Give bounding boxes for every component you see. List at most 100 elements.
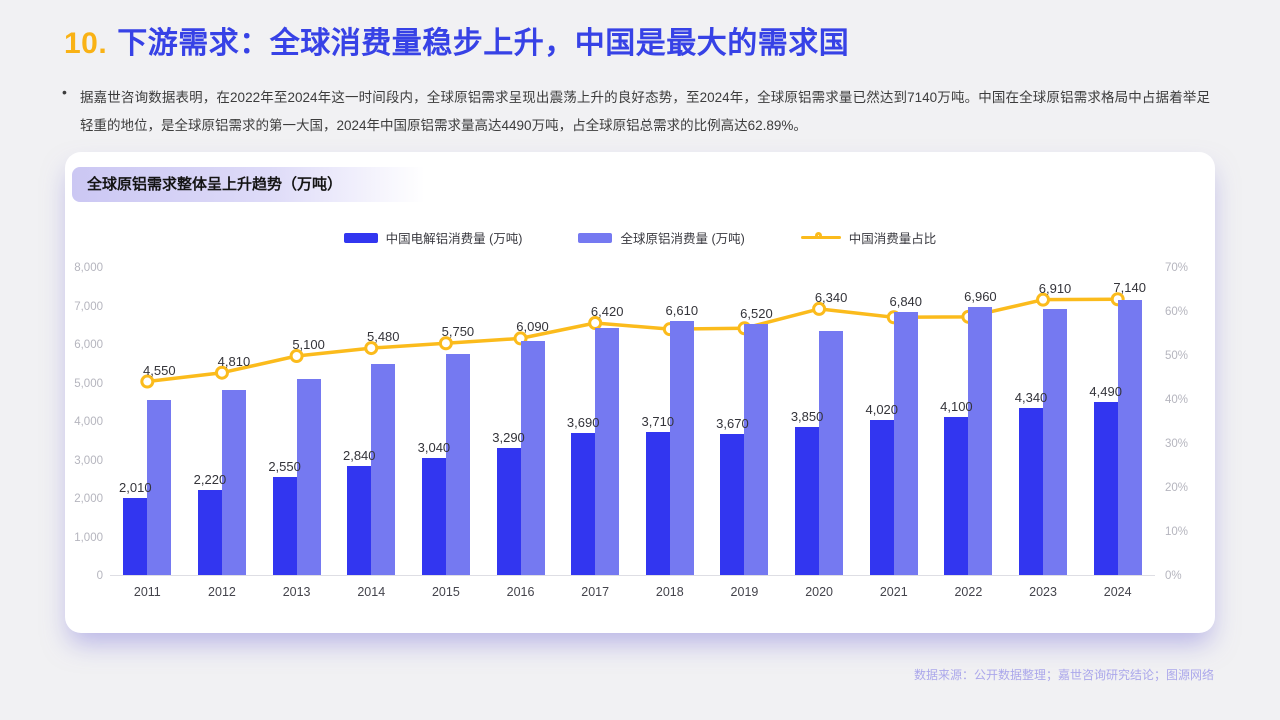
global-bar-label: 6,520 <box>740 305 773 321</box>
year-label: 2019 <box>730 585 759 599</box>
year-label: 2016 <box>506 585 535 599</box>
y-tick-left: 8,000 <box>74 262 103 274</box>
legend-item-global-bar: 全球原铝消费量 (万吨) <box>578 228 745 247</box>
share-marker <box>364 341 379 356</box>
legend-label-share: 中国消费量占比 <box>848 232 937 246</box>
year-label: 2020 <box>805 585 833 599</box>
share-marker <box>812 301 827 316</box>
china-bar <box>869 420 894 575</box>
legend-line-marker-icon <box>800 232 841 243</box>
share-marker <box>289 349 304 363</box>
chart-legend: 中国电解铝消费量 (万吨) 全球原铝消费量 (万吨) 中国消费量占比 <box>65 228 1215 247</box>
global-bar <box>819 330 844 575</box>
summary-paragraph: 据嘉世咨询数据表明，在2022年至2024年这一时间段内，全球原铝需求呈现出震荡… <box>80 90 1210 133</box>
page-header: 10. 下游需求：全球消费量稳步上升，中国是最大的需求国 <box>64 18 1224 62</box>
global-bar-label: 4,810 <box>217 353 251 369</box>
china-bar <box>795 426 820 575</box>
year-label: 2012 <box>208 585 236 599</box>
china-bar-label: 2,220 <box>193 471 227 487</box>
year-label: 2015 <box>431 585 460 599</box>
y-tick-left: 3,000 <box>74 454 103 467</box>
china-bar <box>272 476 297 575</box>
share-marker <box>438 336 453 351</box>
y-tick-left: 5,000 <box>74 377 103 390</box>
legend-label-global: 全球原铝消费量 (万吨) <box>620 232 745 246</box>
china-bar <box>944 417 969 575</box>
global-bar <box>893 311 918 575</box>
china-bar-label: 3,710 <box>641 414 675 430</box>
china-bar <box>347 465 372 575</box>
legend-item-china-bar: 中国电解铝消费量 (万吨) <box>343 228 523 247</box>
y-tick-left: 4,000 <box>74 416 103 428</box>
legend-item-share-line: 中国消费量占比 <box>800 228 937 247</box>
china-bar-label: 3,850 <box>790 408 824 424</box>
china-bar <box>496 448 521 575</box>
y-tick-left: 1,000 <box>74 531 103 544</box>
global-bar <box>595 327 620 575</box>
y-tick-right: 40% <box>1165 394 1189 406</box>
share-marker <box>588 316 603 330</box>
china-bar <box>571 432 596 575</box>
china-bar-label: 3,690 <box>566 414 600 430</box>
data-source: 数据来源：公开数据整理；嘉世咨询研究结论；图源网络 <box>913 668 1214 682</box>
global-bar-label: 6,840 <box>889 293 923 309</box>
global-bar-label: 6,090 <box>516 319 549 335</box>
china-bar-label: 4,020 <box>865 402 899 418</box>
plot-area: 2,010 4,550 2,220 4,810 2,550 5,100 2,840 5,480… <box>110 268 1155 576</box>
global-bar-label: 6,340 <box>814 289 848 305</box>
china-bar <box>123 497 148 575</box>
china-bar-label: 3,670 <box>716 415 749 431</box>
share-line <box>145 297 1120 384</box>
year-label: 2024 <box>1103 585 1132 599</box>
china-bar <box>421 457 446 575</box>
y-tick-right: 0% <box>1165 570 1182 582</box>
global-bar <box>296 378 321 575</box>
y-tick-right: 70% <box>1165 262 1189 274</box>
year-label: 2023 <box>1029 585 1057 599</box>
y-tick-right: 60% <box>1165 306 1189 318</box>
share-marker <box>140 374 155 389</box>
global-bar-label: 6,420 <box>590 304 624 319</box>
y-tick-right: 20% <box>1165 482 1189 494</box>
global-bar <box>1117 300 1142 575</box>
y-tick-left: 0 <box>96 570 103 582</box>
y-tick-left: 6,000 <box>74 339 103 351</box>
title-number: 10. <box>64 27 108 60</box>
global-bar-label: 6,910 <box>1038 280 1072 296</box>
china-bar-label: 3,290 <box>492 430 525 446</box>
year-label: 2022 <box>954 585 983 599</box>
global-bar-label: 7,140 <box>1113 280 1146 296</box>
bullet-icon: • <box>62 84 67 100</box>
share-line-layer <box>140 292 1125 389</box>
global-bar-label: 5,100 <box>292 337 325 352</box>
china-bar-label: 4,490 <box>1089 384 1122 400</box>
year-label: 2011 <box>133 585 161 599</box>
y-tick-right: 30% <box>1165 438 1189 450</box>
global-bar-label: 6,960 <box>964 289 997 305</box>
y-tick-left: 7,000 <box>74 300 103 313</box>
legend-line-dot-icon <box>814 232 822 239</box>
page-title: 下游需求：全球消费量稳步上升，中国是最大的需求国 <box>117 27 850 60</box>
global-bar-label: 5,480 <box>366 329 400 345</box>
china-bar <box>720 433 745 575</box>
global-bar <box>744 323 769 575</box>
year-label: 2017 <box>581 585 610 599</box>
y-tick-right: 50% <box>1165 350 1189 362</box>
china-bar <box>197 489 222 575</box>
china-bar-label: 2,550 <box>268 458 301 474</box>
global-bar <box>371 364 396 575</box>
legend-label-china: 中国电解铝消费量 (万吨) <box>385 232 523 246</box>
legend-swatch-global-icon <box>578 232 613 243</box>
global-bar <box>221 389 246 575</box>
china-bar-label: 4,100 <box>940 399 973 415</box>
global-bar-label: 4,550 <box>143 362 176 378</box>
share-marker <box>1036 292 1051 307</box>
global-bar <box>1043 308 1068 575</box>
china-bar <box>1019 407 1044 575</box>
chart-card: 全球原铝需求整体呈上升趋势（万吨） 中国电解铝消费量 (万吨) 全球原铝消费量 … <box>65 152 1215 633</box>
global-bar <box>520 340 545 575</box>
china-bar-label: 2,010 <box>119 479 152 495</box>
global-bar <box>669 320 694 575</box>
china-bar <box>645 432 670 575</box>
global-bar <box>147 399 172 575</box>
